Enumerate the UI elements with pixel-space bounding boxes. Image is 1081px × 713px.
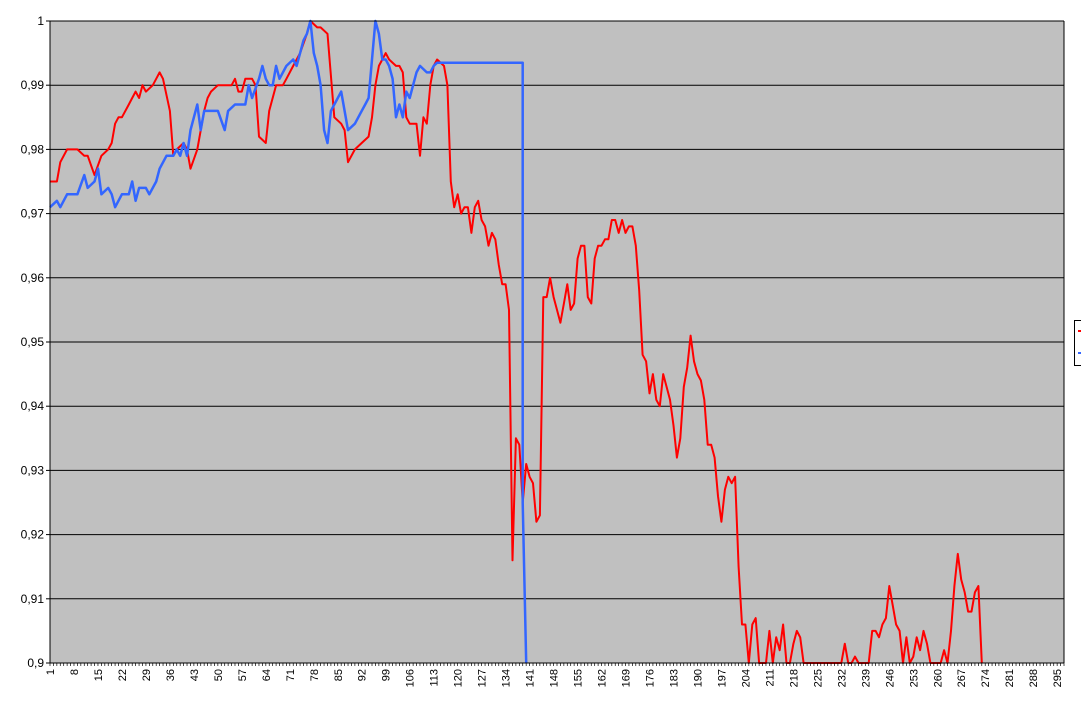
- y-tick-label: 0,9: [27, 656, 44, 670]
- x-tick-label: 1: [45, 669, 57, 675]
- x-tick-label: 246: [884, 669, 896, 687]
- x-tick-label: 71: [285, 669, 297, 681]
- x-tick-label: 253: [908, 669, 920, 687]
- x-tick-label: 92: [357, 669, 369, 681]
- x-tick-label: 78: [309, 669, 321, 681]
- x-tick-label: 50: [213, 669, 225, 681]
- x-tick-label: 183: [668, 669, 680, 687]
- y-axis-tick-labels: 0,9 0,91 0,92 0,93 0,94 0,95 0,96 0,97 0,98 0,99 1: [21, 14, 50, 670]
- x-tick-label: 176: [644, 669, 656, 687]
- y-tick-label: 0,91: [21, 592, 45, 606]
- x-tick-label: 190: [692, 669, 704, 687]
- x-tick-label: 64: [261, 669, 273, 681]
- x-tick-label: 22: [117, 669, 129, 681]
- x-tick-label: 169: [621, 669, 633, 687]
- y-tick-label: 0,96: [21, 271, 45, 285]
- y-tick-label: 0,94: [21, 399, 45, 413]
- x-tick-label: 197: [716, 669, 728, 687]
- x-tick-label: 155: [573, 669, 585, 687]
- x-tick-label: 85: [333, 669, 345, 681]
- x-tick-label: 15: [93, 669, 105, 681]
- x-tick-label: 57: [237, 669, 249, 681]
- x-tick-label: 260: [932, 669, 944, 687]
- x-tick-label: 162: [597, 669, 609, 687]
- x-tick-label: 120: [453, 669, 465, 687]
- x-tick-label: 141: [525, 669, 537, 687]
- x-tick-label: 29: [141, 669, 153, 681]
- x-tick-label: 225: [812, 669, 824, 687]
- y-tick-label: 0,97: [21, 207, 45, 221]
- x-tick-label: 232: [836, 669, 848, 687]
- legend: [1074, 320, 1081, 366]
- x-tick-label: 211: [764, 669, 776, 687]
- x-tick-label: 8: [69, 669, 81, 675]
- x-tick-label: 36: [165, 669, 177, 681]
- x-tick-label: 274: [980, 669, 992, 687]
- x-tick-label: 267: [956, 669, 968, 687]
- x-tick-label: 288: [1028, 669, 1040, 687]
- x-tick-label: 239: [860, 669, 872, 687]
- axes: [49, 20, 1065, 666]
- y-tick-label: 0,99: [21, 78, 45, 92]
- y-tick-label: 1: [37, 14, 44, 28]
- x-tick-label: 218: [788, 669, 800, 687]
- y-tick-label: 0,95: [21, 335, 45, 349]
- y-tick-label: 0,98: [21, 142, 45, 156]
- x-tick-label: 43: [189, 669, 201, 681]
- x-tick-label: 295: [1052, 669, 1064, 687]
- x-axis-tick-labels: 1 8 15 22 29 36 43 50 57 64 71 78 85 92 99 106 113 120 127…: [45, 669, 1064, 687]
- series-line-blue: [49, 19, 528, 664]
- legend-marker-blue: [1078, 352, 1081, 354]
- y-tick-label: 0,92: [21, 528, 45, 542]
- x-tick-label: 148: [549, 669, 561, 687]
- x-tick-label: 204: [740, 669, 752, 687]
- x-tick-label: 106: [405, 669, 417, 687]
- x-tick-label: 281: [1004, 669, 1016, 687]
- y-tick-label: 0,93: [21, 463, 45, 477]
- x-tick-label: 99: [381, 669, 393, 681]
- x-tick-label: 113: [429, 669, 441, 687]
- x-tick-label: 134: [501, 669, 513, 687]
- x-tick-label: 127: [477, 669, 489, 687]
- legend-marker-red: [1078, 330, 1081, 332]
